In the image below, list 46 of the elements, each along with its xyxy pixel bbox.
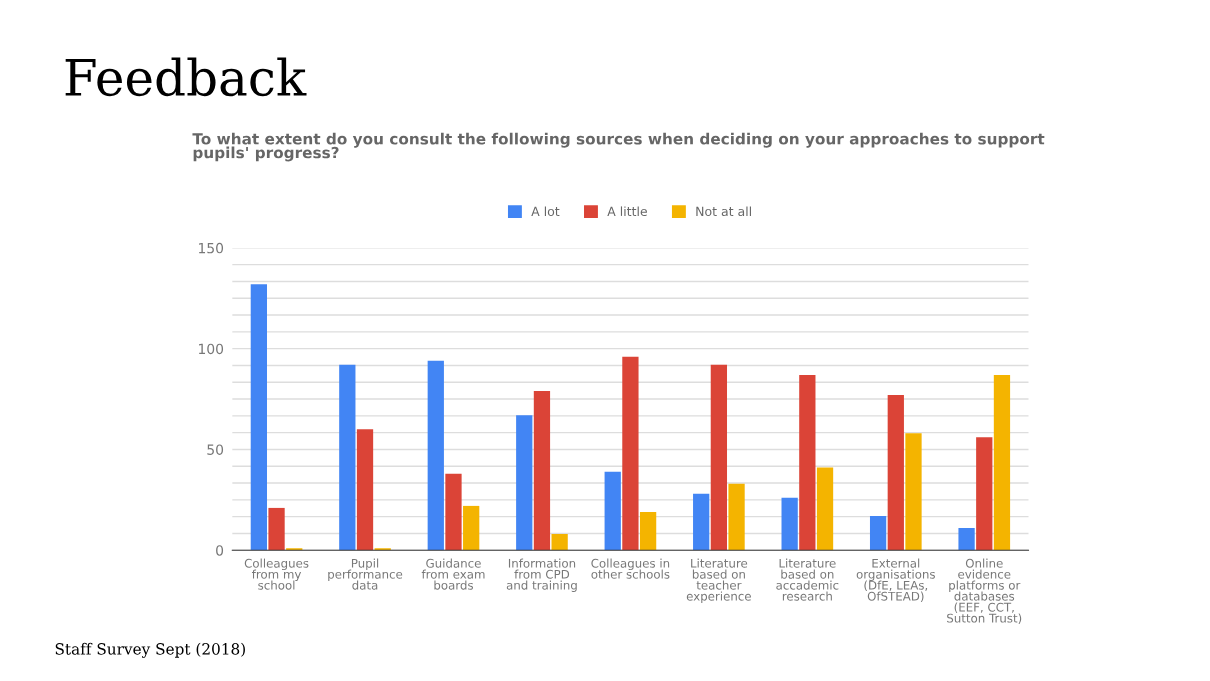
bar <box>533 391 551 551</box>
bar <box>693 493 710 551</box>
chart-title: Feedback <box>65 57 307 97</box>
bar <box>639 511 657 551</box>
bar <box>268 507 285 551</box>
bar <box>356 429 374 551</box>
bar <box>781 497 798 551</box>
x-tick-label: Literature based on teacher experience <box>686 558 751 603</box>
bar <box>427 360 444 551</box>
bar <box>816 467 834 551</box>
bar <box>905 433 922 551</box>
x-tick-label: Pupil performance data <box>328 558 403 590</box>
bar <box>604 471 621 551</box>
legend-label: A little <box>607 206 647 217</box>
bar <box>799 374 816 551</box>
bar <box>339 364 356 551</box>
x-tick-label: Literature based on accademic research <box>776 558 839 601</box>
bar <box>976 437 993 551</box>
legend-label: A lot <box>531 206 560 217</box>
y-tick-label: 150 <box>199 242 224 254</box>
bar <box>869 515 887 551</box>
bar <box>286 548 303 551</box>
bar <box>887 395 904 551</box>
bar <box>250 284 267 551</box>
bar <box>710 364 728 551</box>
x-tick-label: Guidance from exam boards <box>421 558 485 590</box>
bar <box>516 415 533 551</box>
x-tick-label: Colleagues from my school <box>244 558 309 590</box>
bar <box>463 505 480 551</box>
bar <box>445 473 462 551</box>
bar <box>993 374 1011 551</box>
y-tick-label: 0 <box>216 545 224 556</box>
y-tick-label: 100 <box>199 343 224 355</box>
x-tick-label: Colleagues in other schools <box>591 558 670 579</box>
bar <box>958 528 975 551</box>
bar <box>728 483 745 551</box>
x-tick-label: Information from CPD and training <box>506 558 577 592</box>
x-tick-label: Online evidence platforms or databases (EEF, CCT, Sutton Trust) <box>947 558 1022 624</box>
bar <box>551 534 568 551</box>
y-tick-label: 50 <box>207 444 224 455</box>
text: Staff Survey Sept (2018) <box>55 642 245 658</box>
bar <box>622 356 639 551</box>
chart-subtitle: To what extent do you consult the following sources when deciding on your approaches to support pupils' progress? <box>192 132 1045 162</box>
x-tick-label: External organisations (DfE, LEAs, OfSTEAD) <box>856 558 935 603</box>
bar <box>374 548 391 551</box>
legend-label: Not at all <box>696 206 751 217</box>
